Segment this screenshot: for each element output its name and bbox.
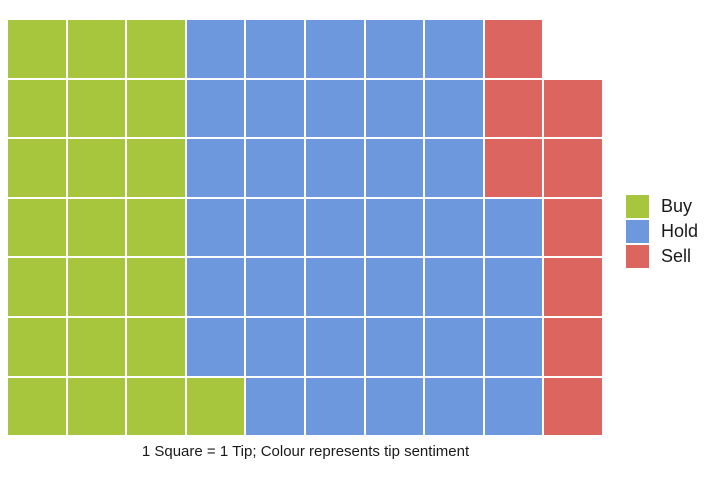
waffle-cell-hold bbox=[484, 317, 543, 376]
waffle-cell-hold bbox=[425, 139, 483, 197]
waffle-cell-hold bbox=[365, 139, 424, 197]
waffle-cell-buy bbox=[127, 258, 185, 316]
chart-caption: 1 Square = 1 Tip; Colour represents tip … bbox=[141, 443, 470, 460]
waffle-cell-buy bbox=[127, 377, 185, 436]
waffle-cell-buy bbox=[67, 20, 126, 78]
waffle-cell-hold bbox=[246, 198, 304, 257]
waffle-cell-hold bbox=[246, 317, 304, 376]
waffle-cell-buy bbox=[67, 377, 126, 436]
waffle-cell-hold bbox=[425, 20, 483, 78]
waffle-cell-hold bbox=[305, 258, 364, 316]
waffle-cell-hold bbox=[305, 377, 364, 436]
waffle-cell-buy bbox=[8, 20, 66, 78]
waffle-cell-hold bbox=[425, 258, 483, 316]
waffle-cell-hold bbox=[186, 317, 245, 376]
waffle-cell-sell bbox=[544, 317, 602, 376]
waffle-cell-sell bbox=[484, 79, 543, 138]
legend-item-hold: Hold bbox=[626, 220, 698, 243]
waffle-cell-buy bbox=[127, 139, 185, 197]
waffle-cell-buy bbox=[67, 139, 126, 197]
waffle-cell-hold bbox=[365, 79, 424, 138]
legend-swatch-buy bbox=[626, 195, 649, 218]
waffle-cell-buy bbox=[67, 258, 126, 316]
waffle-grid bbox=[8, 20, 602, 436]
legend-item-sell: Sell bbox=[626, 245, 698, 268]
legend-label-hold: Hold bbox=[661, 221, 699, 241]
waffle-cell-hold bbox=[484, 258, 543, 316]
waffle-cell-buy bbox=[8, 317, 66, 376]
waffle-cell-hold bbox=[305, 198, 364, 257]
waffle-cell-hold bbox=[246, 377, 304, 436]
waffle-cell-buy bbox=[8, 79, 66, 138]
waffle-cell-hold bbox=[246, 258, 304, 316]
waffle-cell-hold bbox=[484, 377, 543, 436]
waffle-cell-hold bbox=[246, 139, 304, 197]
waffle-cell-sell bbox=[484, 20, 543, 78]
legend-swatch-sell bbox=[626, 245, 649, 268]
waffle-cell-hold bbox=[186, 139, 245, 197]
waffle-cell-hold bbox=[425, 198, 483, 257]
waffle-cell-buy bbox=[186, 377, 245, 436]
waffle-cell-buy bbox=[8, 139, 66, 197]
waffle-cell-hold bbox=[425, 79, 483, 138]
waffle-cell-hold bbox=[186, 20, 245, 78]
waffle-cell-hold bbox=[186, 79, 245, 138]
waffle-cell-hold bbox=[484, 198, 543, 257]
waffle-cell-buy bbox=[127, 79, 185, 138]
legend-label-sell: Sell bbox=[661, 246, 692, 266]
waffle-cell-hold bbox=[305, 79, 364, 138]
waffle-cell-buy bbox=[8, 377, 66, 436]
waffle-cell-hold bbox=[425, 377, 483, 436]
waffle-cell-hold bbox=[186, 198, 245, 257]
waffle-cell-buy bbox=[8, 198, 66, 257]
waffle-cell-hold bbox=[305, 139, 364, 197]
legend-label-buy: Buy bbox=[661, 196, 693, 216]
waffle-cell-buy bbox=[127, 20, 185, 78]
waffle-cell-sell bbox=[544, 79, 602, 138]
waffle-cell-hold bbox=[425, 317, 483, 376]
waffle-cell-hold bbox=[186, 258, 245, 316]
waffle-cell-sell bbox=[544, 198, 602, 257]
waffle-cell-hold bbox=[365, 258, 424, 316]
waffle-cell-empty bbox=[544, 20, 602, 78]
waffle-cell-buy bbox=[67, 198, 126, 257]
waffle-cell-hold bbox=[365, 20, 424, 78]
waffle-cell-sell bbox=[484, 139, 543, 197]
waffle-cell-buy bbox=[127, 317, 185, 376]
waffle-cell-sell bbox=[544, 258, 602, 316]
waffle-cell-buy bbox=[67, 317, 126, 376]
legend: Buy Hold Sell bbox=[626, 195, 698, 268]
waffle-cell-hold bbox=[365, 198, 424, 257]
waffle-cell-buy bbox=[67, 79, 126, 138]
waffle-cell-buy bbox=[8, 258, 66, 316]
waffle-cell-sell bbox=[544, 139, 602, 197]
waffle-cell-hold bbox=[305, 20, 364, 78]
waffle-cell-hold bbox=[246, 79, 304, 138]
waffle-cell-sell bbox=[544, 377, 602, 436]
legend-item-buy: Buy bbox=[626, 195, 698, 218]
waffle-cell-buy bbox=[127, 198, 185, 257]
waffle-cell-hold bbox=[365, 377, 424, 436]
waffle-cell-hold bbox=[365, 317, 424, 376]
legend-swatch-hold bbox=[626, 220, 649, 243]
waffle-cell-hold bbox=[305, 317, 364, 376]
waffle-cell-hold bbox=[246, 20, 304, 78]
